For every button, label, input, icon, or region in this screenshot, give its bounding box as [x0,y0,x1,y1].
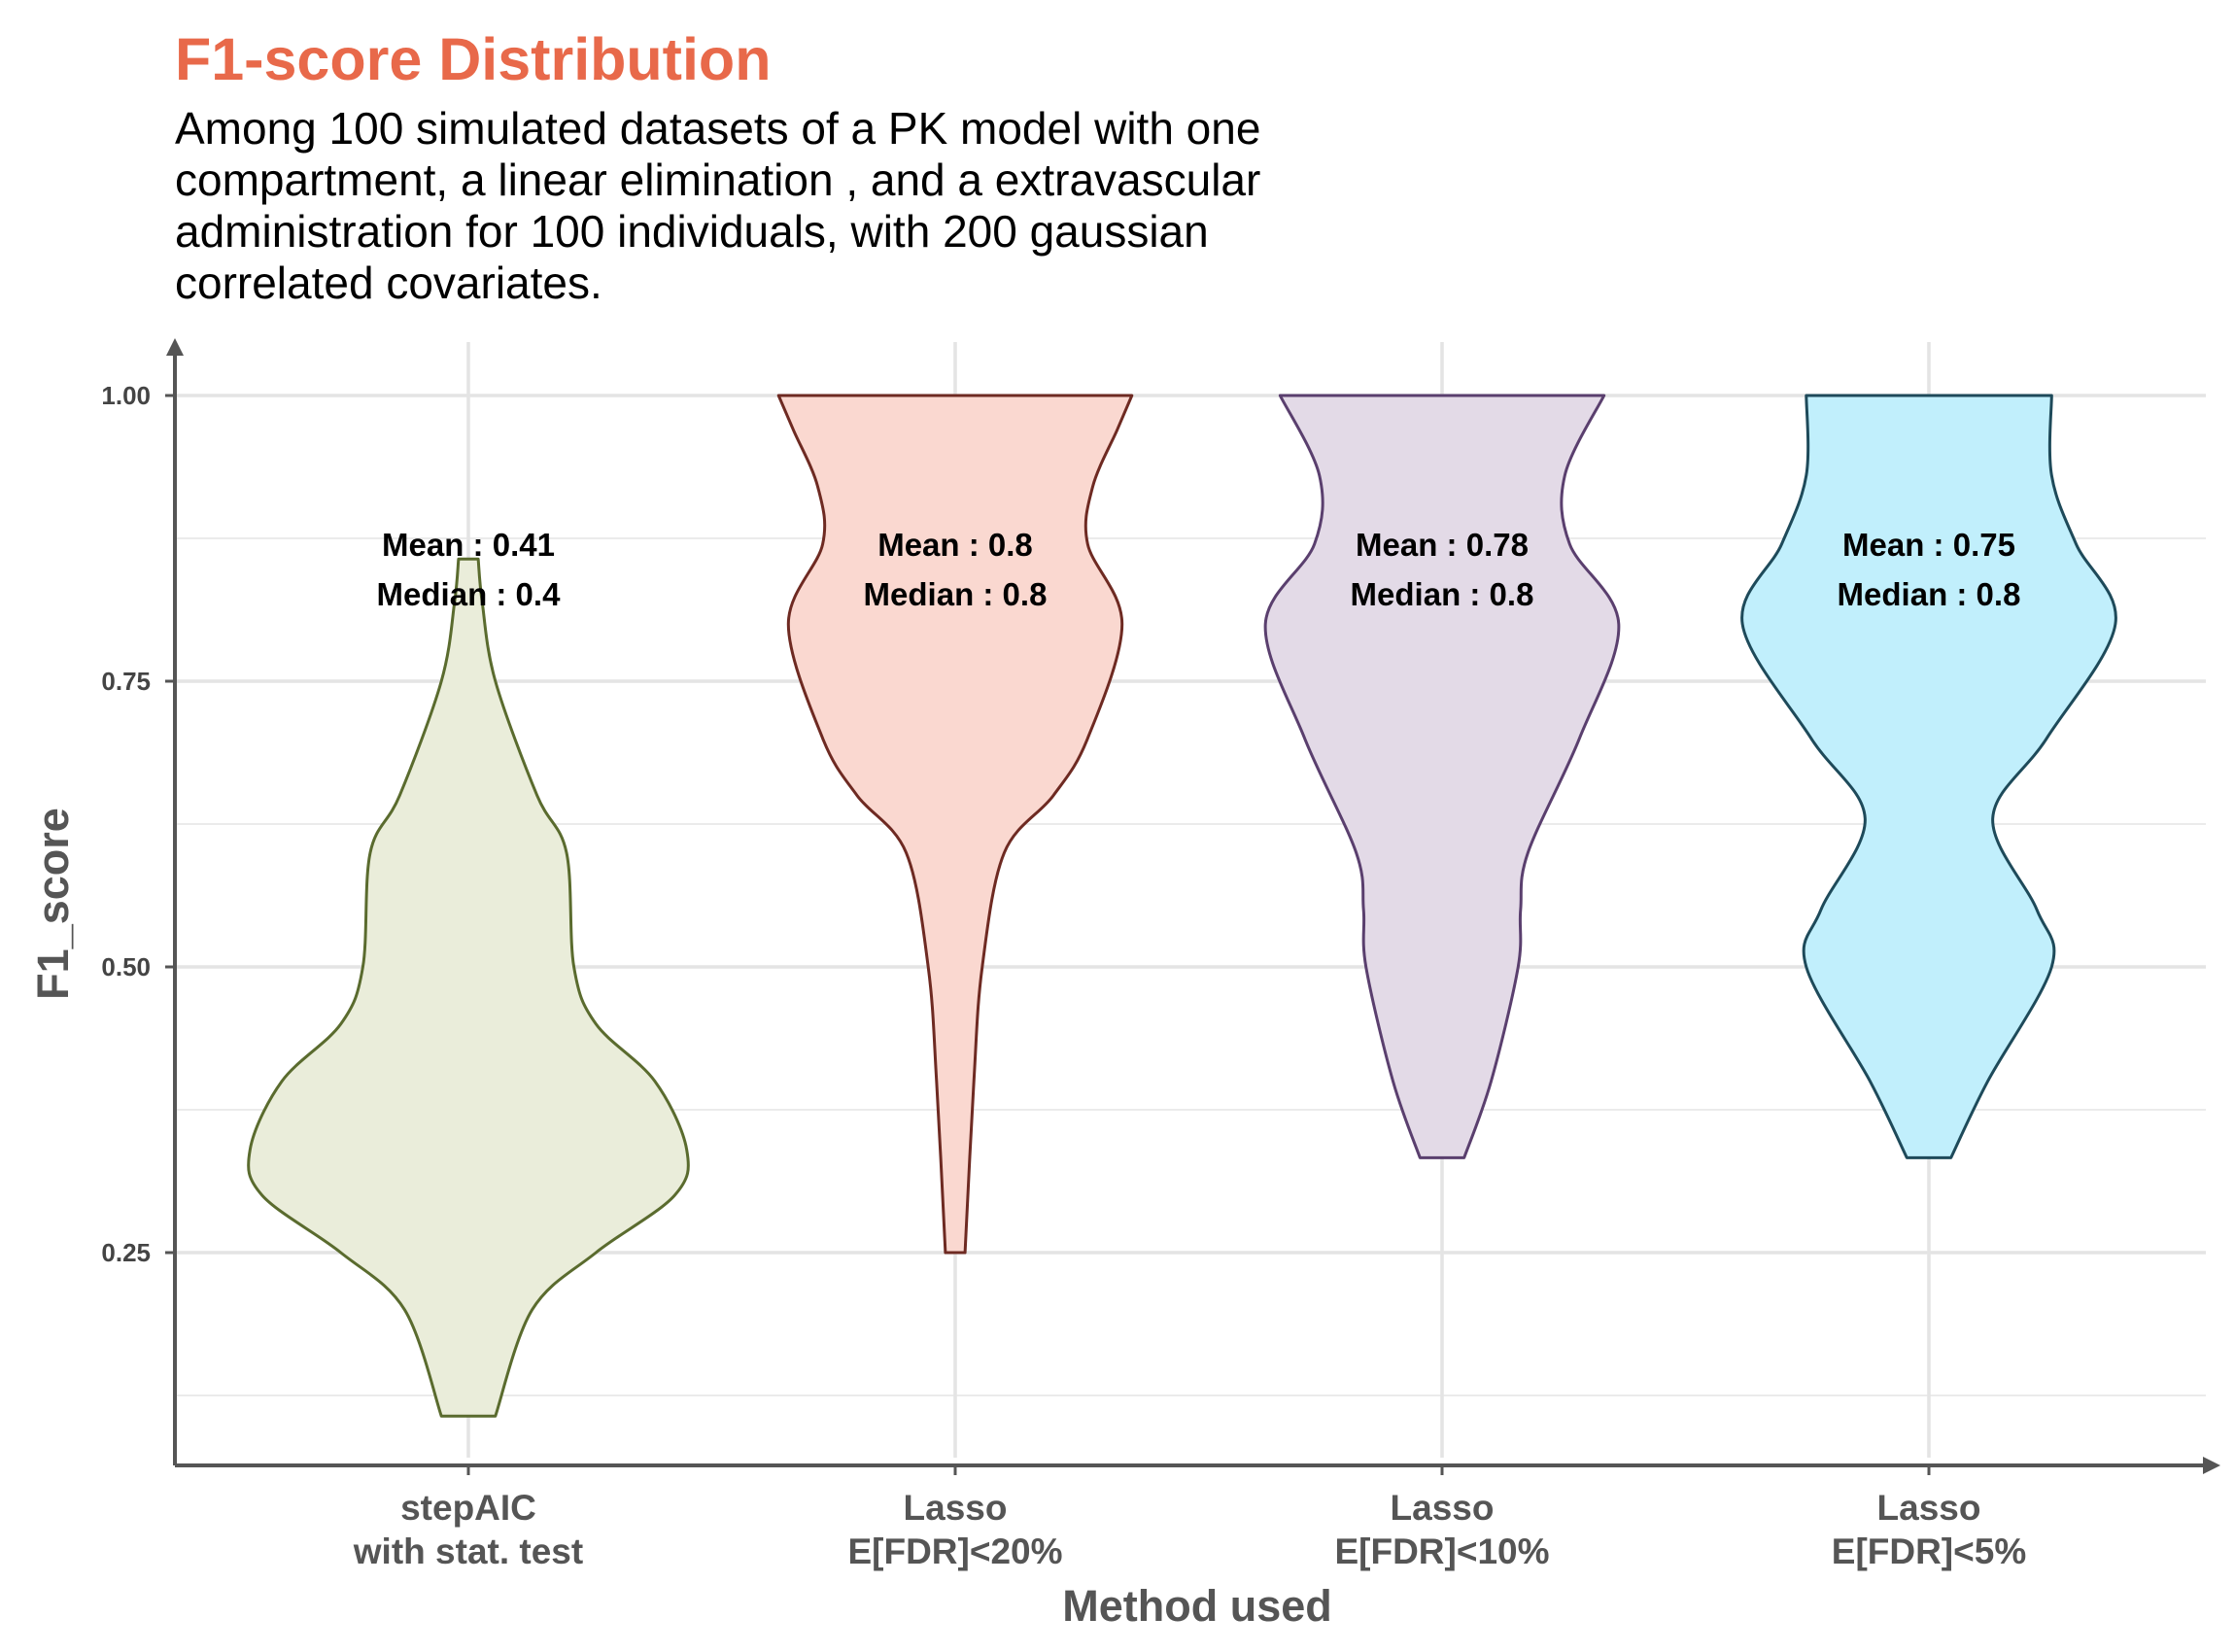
x-tick-labels: stepAIC with stat. test Lasso E[FDR]<20% Las… [353,1465,2026,1571]
x-tick-label: E[FDR]<5% [1832,1532,2026,1571]
y-tick-label: 0.25 [101,1238,151,1267]
y-axis-arrow [166,338,184,356]
subtitle-line: administration for 100 individuals, with… [175,206,1209,257]
violin-shape [247,557,690,1418]
y-tick-label: 0.75 [101,667,151,696]
x-tick-label: with stat. test [353,1532,583,1571]
median-label: Median : 0.8 [864,576,1048,612]
x-axis-arrow [2203,1457,2220,1474]
x-tick-label: Lasso [1877,1488,1981,1528]
mean-label: Mean : 0.8 [877,527,1033,563]
x-axis-title: Method used [1062,1581,1332,1631]
violin-shape [1263,394,1621,1159]
axes [166,338,2220,1474]
median-label: Median : 0.8 [1838,576,2021,612]
x-tick-label: Lasso [904,1488,1008,1528]
mean-label: Mean : 0.75 [1842,527,2015,563]
subtitle-line: Among 100 simulated datasets of a PK mod… [175,103,1261,154]
y-tick-label: 0.50 [101,952,151,981]
x-tick-label: stepAIC [400,1488,536,1528]
violins [247,394,2117,1418]
y-tick-label: 1.00 [101,381,151,410]
x-tick-label: E[FDR]<20% [847,1532,1062,1571]
subtitle-line: compartment, a linear elimination , and … [175,155,1261,205]
x-tick-label: Lasso [1391,1488,1495,1528]
mean-label: Mean : 0.78 [1356,527,1529,563]
chart-subtitle: Among 100 simulated datasets of a PK mod… [175,103,1260,309]
stat-labels: Mean : 0.41 Median : 0.4 Mean : 0.8 Median … [377,527,2021,612]
chart-title: F1-score Distribution [175,26,772,92]
median-label: Median : 0.8 [1351,576,1534,612]
median-label: Median : 0.4 [377,576,562,612]
violin-shape [1740,394,2117,1159]
x-tick-label: E[FDR]<10% [1334,1532,1549,1571]
mean-label: Mean : 0.41 [382,527,555,563]
y-axis-title: F1_score [28,808,78,1000]
subtitle-line: correlated covariates. [175,258,602,308]
violin-shape [776,394,1134,1255]
y-tick-labels: 0.25 0.50 0.75 1.00 [101,381,175,1267]
